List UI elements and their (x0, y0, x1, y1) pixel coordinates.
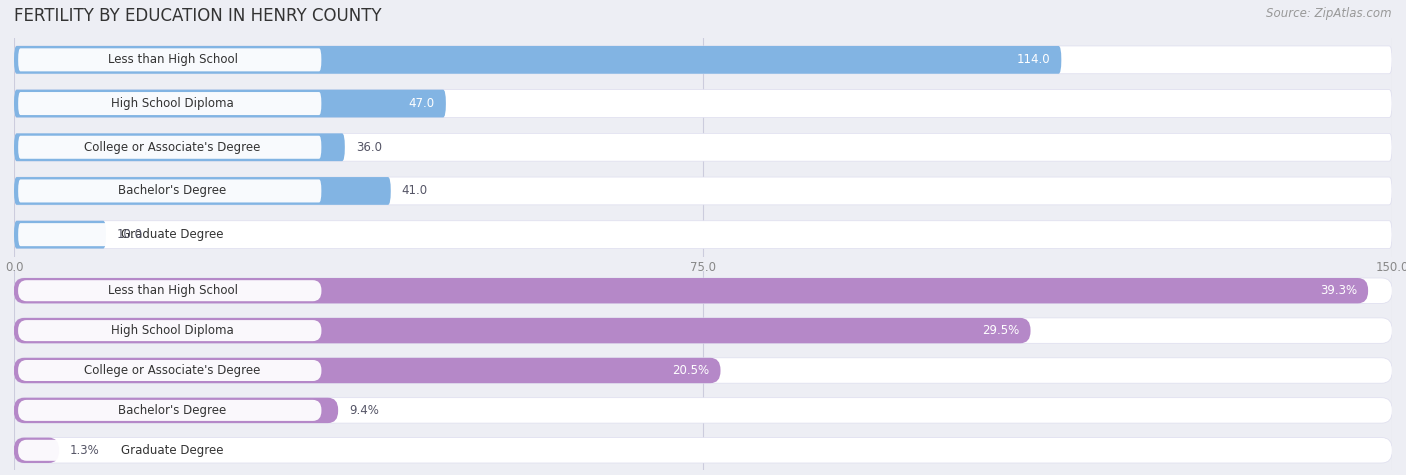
FancyBboxPatch shape (18, 92, 322, 115)
FancyBboxPatch shape (14, 398, 1392, 423)
FancyBboxPatch shape (14, 177, 1392, 205)
Text: 47.0: 47.0 (409, 97, 434, 110)
FancyBboxPatch shape (14, 358, 720, 383)
Text: 41.0: 41.0 (402, 184, 427, 198)
Text: FERTILITY BY EDUCATION IN HENRY COUNTY: FERTILITY BY EDUCATION IN HENRY COUNTY (14, 7, 381, 25)
FancyBboxPatch shape (18, 136, 322, 159)
FancyBboxPatch shape (14, 221, 105, 248)
FancyBboxPatch shape (18, 440, 322, 461)
FancyBboxPatch shape (14, 90, 446, 117)
FancyBboxPatch shape (18, 360, 322, 381)
FancyBboxPatch shape (18, 180, 322, 202)
FancyBboxPatch shape (14, 221, 1392, 248)
Text: College or Associate's Degree: College or Associate's Degree (84, 141, 260, 154)
FancyBboxPatch shape (18, 280, 322, 301)
Text: Less than High School: Less than High School (107, 53, 238, 67)
Text: High School Diploma: High School Diploma (111, 324, 233, 337)
FancyBboxPatch shape (14, 133, 1392, 161)
FancyBboxPatch shape (14, 318, 1031, 343)
Text: Less than High School: Less than High School (107, 284, 238, 297)
FancyBboxPatch shape (14, 177, 391, 205)
FancyBboxPatch shape (14, 437, 59, 463)
FancyBboxPatch shape (14, 358, 1392, 383)
Text: 20.5%: 20.5% (672, 364, 709, 377)
Text: 29.5%: 29.5% (981, 324, 1019, 337)
Text: High School Diploma: High School Diploma (111, 97, 233, 110)
Text: 36.0: 36.0 (356, 141, 382, 154)
Text: Bachelor's Degree: Bachelor's Degree (118, 184, 226, 198)
Text: College or Associate's Degree: College or Associate's Degree (84, 364, 260, 377)
FancyBboxPatch shape (14, 398, 337, 423)
FancyBboxPatch shape (18, 223, 322, 246)
Text: 1.3%: 1.3% (70, 444, 100, 457)
Text: Graduate Degree: Graduate Degree (121, 228, 224, 241)
FancyBboxPatch shape (18, 320, 322, 341)
Text: 114.0: 114.0 (1017, 53, 1050, 67)
FancyBboxPatch shape (14, 90, 1392, 117)
Text: 9.4%: 9.4% (349, 404, 378, 417)
FancyBboxPatch shape (14, 278, 1392, 304)
FancyBboxPatch shape (14, 437, 1392, 463)
FancyBboxPatch shape (14, 46, 1392, 74)
Text: Graduate Degree: Graduate Degree (121, 444, 224, 457)
Text: Bachelor's Degree: Bachelor's Degree (118, 404, 226, 417)
Text: 39.3%: 39.3% (1320, 284, 1357, 297)
Text: 10.0: 10.0 (117, 228, 143, 241)
FancyBboxPatch shape (14, 46, 1062, 74)
FancyBboxPatch shape (14, 318, 1392, 343)
Text: Source: ZipAtlas.com: Source: ZipAtlas.com (1267, 7, 1392, 20)
FancyBboxPatch shape (14, 278, 1368, 304)
FancyBboxPatch shape (18, 48, 322, 71)
FancyBboxPatch shape (18, 400, 322, 421)
FancyBboxPatch shape (14, 133, 344, 161)
